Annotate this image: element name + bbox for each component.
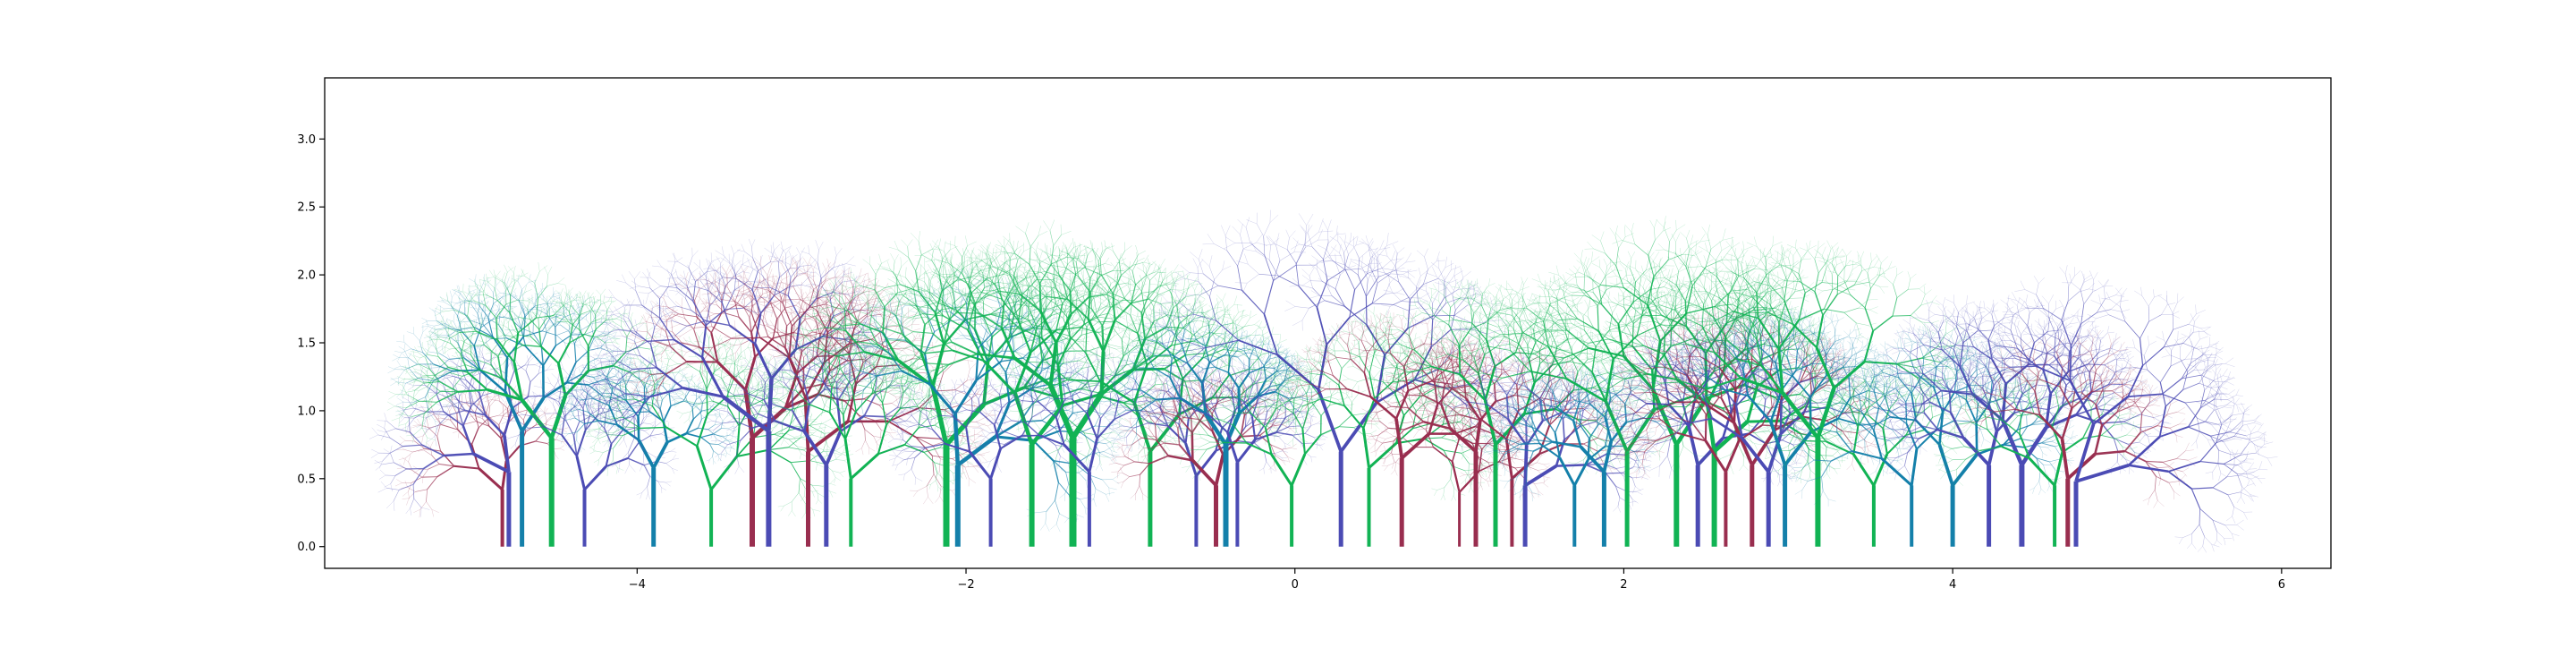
tree-branch: [555, 328, 556, 346]
tree-branch: [579, 315, 580, 329]
tree-branch: [406, 469, 423, 470]
tree-branch: [440, 391, 458, 392]
tree-branch: [596, 315, 597, 329]
tree-branch: [510, 295, 511, 313]
